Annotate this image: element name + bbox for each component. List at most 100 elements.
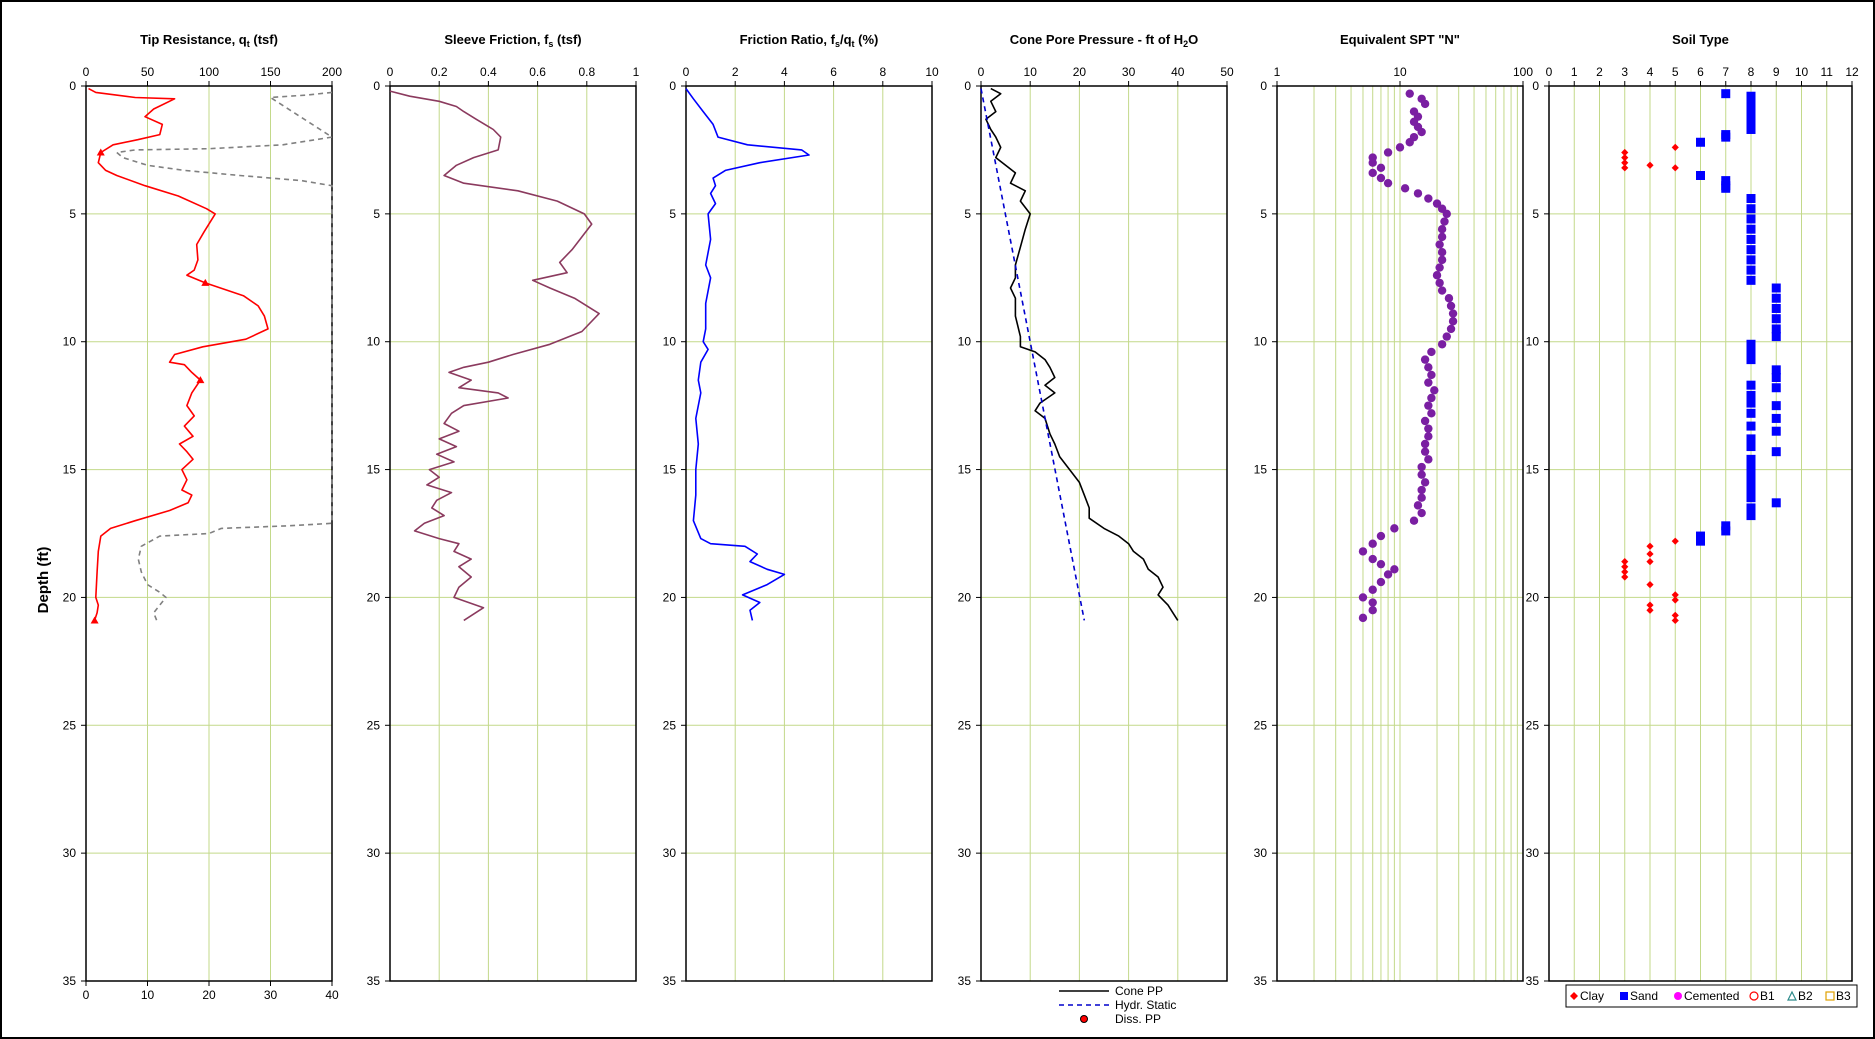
data-point (1368, 554, 1377, 564)
data-point (1424, 432, 1433, 441)
y-tick-label: 5 (1260, 207, 1267, 221)
top-axis: 0 10 20 30 40 50 (978, 65, 1234, 86)
data-point (1432, 271, 1442, 280)
panel-4: Cone Pore Pressure - ft of H2​O010203040… (958, 32, 1234, 1026)
y-axis: 0 5 10 15 20 25 30 35 (1254, 79, 1277, 988)
title-part: Tip Resistance, q (140, 32, 247, 47)
data-point (1671, 596, 1679, 604)
top-tick-label: 4 (1647, 65, 1654, 79)
series-1 (685, 88, 810, 621)
data-point (1424, 455, 1433, 464)
data-point (1437, 286, 1447, 295)
top-tick-label: 0 (1546, 65, 1553, 79)
data-point (1368, 158, 1377, 167)
data-point (1437, 225, 1447, 234)
data-point (1746, 434, 1756, 444)
panel-3: Friction Ratio, fs​/qt​ (%) 0 2 4 6 8 10 0 5 10 15… (663, 32, 939, 988)
series-line (389, 90, 600, 622)
data-point (1417, 127, 1426, 137)
data-point (1746, 380, 1756, 390)
data-point (1358, 547, 1368, 556)
grid-lines (390, 86, 636, 981)
data-point (1746, 511, 1756, 521)
data-point (1771, 324, 1781, 334)
data-point (1420, 439, 1430, 449)
y-tick-label: 20 (958, 590, 972, 604)
data-point (1437, 232, 1447, 242)
data-point (1746, 485, 1756, 495)
top-tick-label: 20 (1073, 65, 1087, 79)
y-tick-label: 25 (1254, 718, 1268, 732)
data-point (1646, 161, 1654, 169)
data-point (1671, 537, 1679, 545)
data-point (1621, 573, 1629, 581)
data-marker (196, 376, 205, 384)
data-marker (96, 148, 105, 156)
series-line (985, 87, 1179, 621)
y-tick-label: 20 (663, 590, 677, 604)
top-tick-label: 1 (1274, 65, 1281, 79)
y-tick-label: 5 (669, 207, 676, 221)
title-part: (%) (855, 32, 879, 47)
data-point (1746, 454, 1756, 464)
legend-label: Hydr. Static (1115, 998, 1176, 1012)
top-tick-label: 5 (1672, 65, 1679, 79)
top-tick-label: 200 (322, 65, 342, 79)
data-point (1671, 164, 1679, 172)
grid-lines (686, 86, 932, 981)
panel-title: Soil Type (1672, 32, 1729, 47)
y-tick-label: 20 (63, 590, 77, 604)
title-part: Equivalent SPT "N" (1340, 32, 1460, 47)
y-tick-label: 15 (663, 463, 677, 477)
data-point (1621, 563, 1629, 571)
legend-label: Cemented (1684, 989, 1739, 1003)
y-tick-label: 20 (1254, 590, 1268, 604)
top-tick-label: 1 (1571, 65, 1578, 79)
panel-title: Tip Resistance, qt​ (tsf) (140, 32, 278, 49)
data-point (1696, 536, 1705, 546)
y-tick-label: 10 (663, 335, 677, 349)
data-point (1746, 224, 1756, 234)
top-tick-label: 10 (925, 65, 939, 79)
series-line (685, 88, 810, 621)
top-tick-label: 9 (1773, 65, 1780, 79)
series-line (980, 88, 1086, 621)
panel-title: Friction Ratio, fs​/qt​ (%) (740, 32, 879, 49)
data-point (1390, 565, 1399, 574)
data-point (1771, 303, 1781, 313)
y-tick-label: 15 (1254, 463, 1268, 477)
y-tick-label: 0 (373, 79, 380, 93)
title-subscript: t (247, 39, 250, 49)
data-point (1383, 148, 1393, 157)
data-point (1771, 401, 1781, 411)
top-tick-label: 8 (1748, 65, 1755, 79)
data-point (1424, 363, 1433, 372)
data-point (1435, 240, 1444, 249)
data-point (1771, 383, 1781, 393)
bottom-axis: 0 10 20 30 40 (83, 981, 339, 1002)
plot-area-border (980, 85, 1228, 982)
data-point (1376, 559, 1386, 569)
data-point (1746, 117, 1756, 127)
data-point (1746, 255, 1756, 265)
panel-2: Sleeve Friction, fs​ (tsf) 0 0.2 0.4 0.6 0.8 1… (367, 32, 640, 988)
y-tick-label: 5 (1532, 207, 1539, 221)
data-point (1621, 154, 1629, 162)
data-point (1746, 107, 1756, 117)
data-point (1771, 498, 1781, 508)
y-tick-label: 0 (964, 79, 971, 93)
data-point (1746, 347, 1756, 357)
series-1 (88, 87, 269, 624)
y-tick-label: 15 (367, 463, 381, 477)
y-tick-label: 30 (1254, 846, 1268, 860)
legend-swatch-clay (1570, 992, 1578, 1000)
data-point (1746, 245, 1756, 255)
legend-label: Clay (1580, 989, 1604, 1003)
title-subscript: s (548, 39, 553, 49)
y-tick-label: 25 (1526, 718, 1540, 732)
data-point (1427, 347, 1436, 357)
top-axis: 1 10 100 (1274, 65, 1533, 86)
data-point (1405, 138, 1414, 147)
y-axis-label: Depth (ft) (35, 547, 52, 614)
data-point (1358, 593, 1368, 602)
